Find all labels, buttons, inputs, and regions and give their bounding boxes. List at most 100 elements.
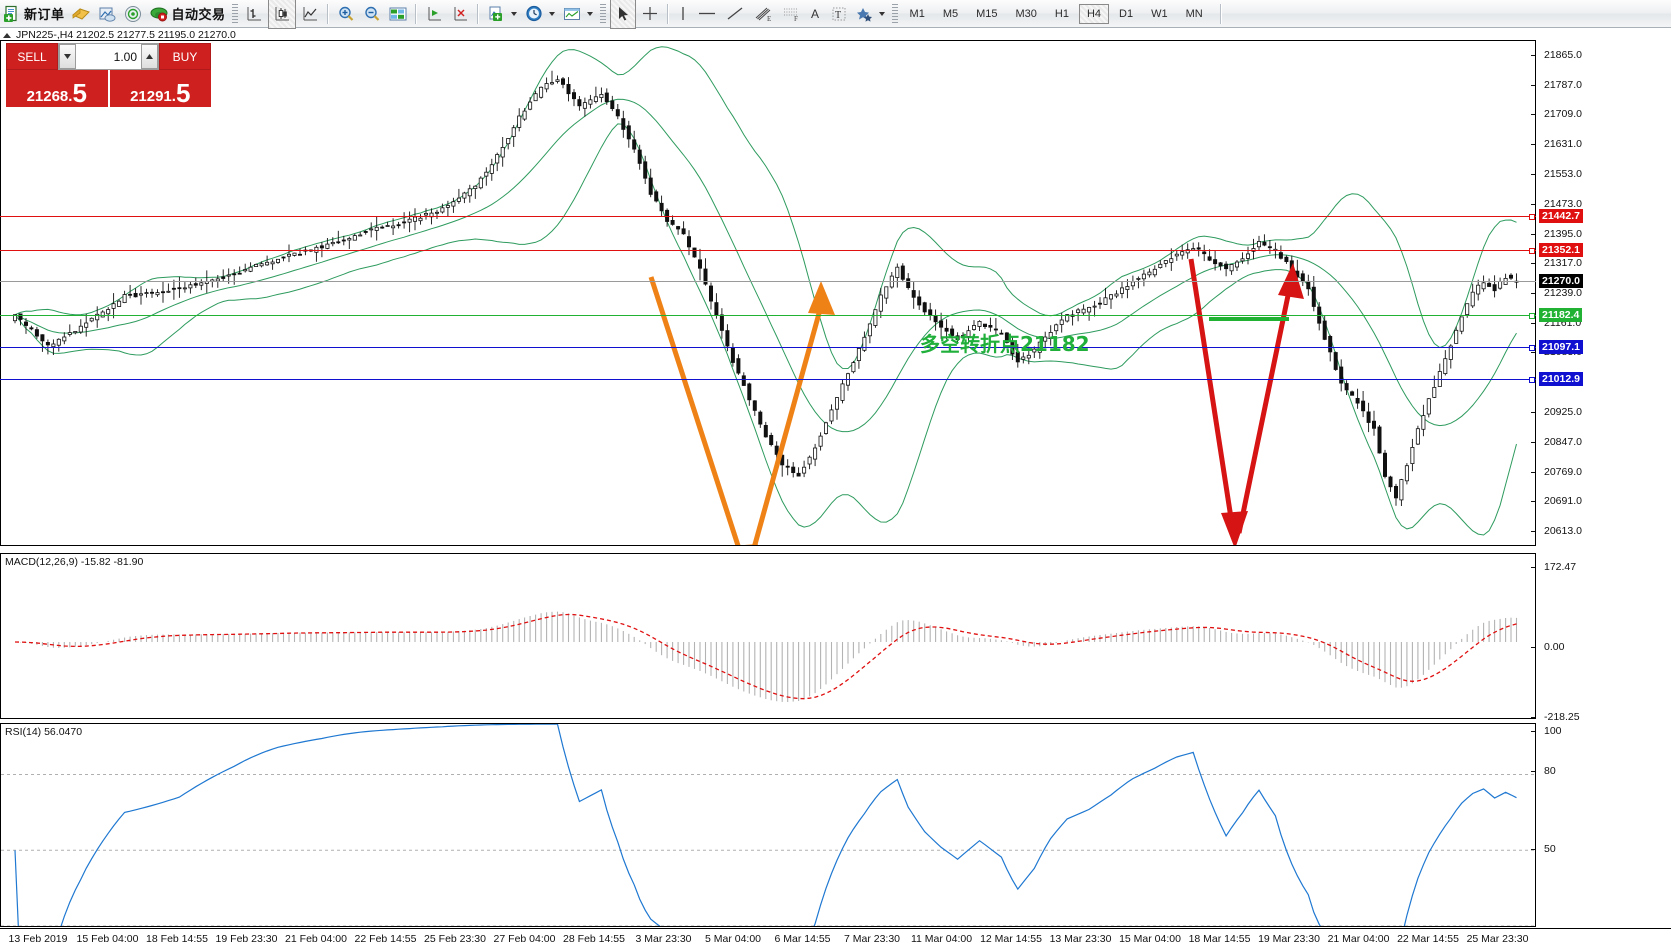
timeframe-h4-button[interactable]: H4 (1078, 3, 1110, 24)
bar-chart-button[interactable] (241, 1, 267, 26)
timeframe-m5-button[interactable]: M5 (942, 7, 959, 20)
macd-pane[interactable]: MACD(12,26,9) -15.82 -81.90 (0, 553, 1536, 719)
vertical-line-button[interactable] (673, 1, 693, 26)
volume-increase-icon[interactable] (141, 44, 158, 69)
sell-button[interactable]: SELL (6, 43, 58, 70)
time-tick-label: 25 Mar 23:30 (1466, 933, 1529, 945)
price-level-line[interactable] (0, 213, 1536, 220)
sell-price[interactable]: 21268 . 5 (6, 70, 110, 107)
templates-button[interactable] (559, 1, 585, 26)
time-tick-label: 11 Mar 04:00 (910, 933, 973, 945)
price-level-line[interactable] (0, 344, 1536, 351)
timeframe-h1-button[interactable]: H1 (1054, 7, 1069, 20)
zoom-out-button[interactable] (359, 1, 385, 26)
objects-button[interactable] (851, 1, 877, 26)
candlestick-chart-button[interactable] (267, 0, 296, 29)
time-axis[interactable]: 13 Feb 2019 15 Feb 04:00 18 Feb 14:55 19 Fe… (0, 928, 1671, 951)
add-indicator-dropdown-icon[interactable] (510, 11, 517, 16)
price-level-tag[interactable]: 21352.1 (1539, 242, 1583, 257)
timeframe-d1-button[interactable]: D1 (1119, 7, 1134, 20)
macd-tick-label: 172.47 (1544, 561, 1577, 573)
volume-value[interactable]: 1.00 (76, 44, 141, 69)
macd-tick-label: 0.00 (1544, 641, 1565, 653)
horizontal-line-icon (696, 5, 718, 23)
signals-button[interactable] (120, 1, 146, 26)
price-level-tag[interactable]: 21442.7 (1539, 208, 1583, 223)
timeframe-m1-button[interactable]: M1 (909, 7, 925, 20)
new-order-icon (3, 5, 21, 23)
price-level-tag[interactable]: 21270.0 (1539, 274, 1583, 289)
price-chart-pane[interactable] (0, 40, 1536, 546)
price-tick: 21395.0 (1531, 228, 1582, 240)
equidistant-channel-icon: E (752, 5, 774, 23)
timeframe-group: M1 M5 M15 M30 H1 H4 D1 W1 MN (901, 3, 1212, 24)
fibonacci-button[interactable]: F (777, 1, 805, 26)
price-level-handle[interactable] (1529, 377, 1535, 384)
price-level-line[interactable] (0, 312, 1536, 319)
buy-price-decimal: 5 (175, 77, 191, 108)
objects-icon (854, 5, 874, 23)
timeframe-m15-button[interactable]: M15 (976, 7, 998, 20)
price-level-tag[interactable]: 21097.1 (1539, 339, 1583, 354)
crosshair-button[interactable] (637, 1, 663, 26)
expert-advisors-button[interactable] (68, 1, 94, 26)
text-label-button[interactable]: T (827, 1, 851, 26)
zoom-in-button[interactable] (333, 1, 359, 26)
period-dropdown-icon[interactable] (548, 11, 555, 16)
chart-title-bar: JPN225-,H4 21202.5 21277.5 21195.0 21270… (0, 29, 236, 41)
price-level-line[interactable] (0, 377, 1536, 384)
time-tick-label: 7 Mar 23:30 (843, 933, 901, 945)
trendline-button[interactable] (721, 1, 749, 26)
autotrade-button[interactable]: 自动交易 (146, 1, 229, 26)
equidistant-channel-button[interactable]: E (749, 1, 777, 26)
price-level-tag[interactable]: 21182.4 (1539, 307, 1583, 322)
horizontal-line-button[interactable] (693, 1, 721, 26)
rsi-tick: 50 (1531, 843, 1556, 855)
templates-dropdown-icon[interactable] (586, 11, 593, 16)
trade-panel-price-row: 21268 . 5 21291 . 5 (6, 70, 211, 107)
price-level-tag[interactable]: 21012.9 (1539, 372, 1583, 387)
price-level-handle[interactable] (1529, 247, 1535, 254)
buy-button[interactable]: BUY (159, 43, 211, 70)
auto-scroll-button[interactable] (421, 1, 447, 26)
volume-decrease-icon[interactable] (59, 44, 76, 69)
one-click-trading-panel[interactable]: SELL 1.00 BUY 21268 . 5 21291 . 5 (6, 43, 211, 107)
price-level-handle[interactable] (1529, 213, 1535, 220)
price-tick-label: 21473.0 (1544, 197, 1582, 210)
toolbar-grip-1[interactable] (231, 3, 238, 24)
objects-dropdown-icon[interactable] (878, 11, 885, 16)
print-preview-button[interactable] (94, 1, 120, 26)
cursor-button[interactable] (609, 0, 636, 29)
macd-tick: -218.25 (1531, 711, 1580, 723)
timeframe-mn-button[interactable]: MN (1185, 7, 1203, 20)
rsi-pane[interactable]: RSI(14) 56.0470 (0, 723, 1536, 927)
add-indicator-button[interactable] (483, 1, 509, 26)
price-level-line[interactable] (0, 281, 1536, 283)
price-level-line[interactable] (0, 247, 1536, 254)
chart-shift-button[interactable] (447, 1, 473, 26)
price-tick: 20847.0 (1531, 436, 1582, 449)
new-order-button[interactable]: 新订单 (0, 1, 68, 26)
print-preview-icon (97, 5, 117, 23)
toolbar-grip-3[interactable] (891, 3, 898, 24)
data-window-button[interactable] (385, 1, 411, 26)
buy-price[interactable]: 21291 . 5 (109, 70, 211, 108)
period-button[interactable] (521, 1, 547, 26)
toolbar-divider-1 (326, 3, 329, 24)
line-chart-button[interactable] (297, 1, 323, 26)
chart-collapse-icon[interactable] (3, 32, 11, 38)
toolbar-divider-2 (414, 3, 417, 24)
text-button[interactable]: A (805, 1, 827, 26)
timeframe-w1-button[interactable]: W1 (1151, 7, 1168, 20)
time-tick-label: 15 Feb 04:00 (76, 933, 139, 945)
new-order-label: 新订单 (24, 7, 65, 22)
price-level-handle[interactable] (1529, 312, 1535, 319)
timeframe-m30-button[interactable]: M30 (1015, 7, 1037, 20)
rsi-tick: 80 (1531, 765, 1556, 777)
price-tick-label: 20847.0 (1544, 436, 1582, 449)
time-tick-label: 13 Feb 2019 (8, 933, 68, 945)
price-axis[interactable]: 21865.0 21787.0 21709.0 21631.0 21553.0 21473… (1530, 40, 1671, 546)
price-level-handle[interactable] (1529, 344, 1535, 351)
volume-stepper[interactable]: 1.00 (58, 43, 159, 70)
toolbar-grip-2[interactable] (599, 3, 606, 24)
